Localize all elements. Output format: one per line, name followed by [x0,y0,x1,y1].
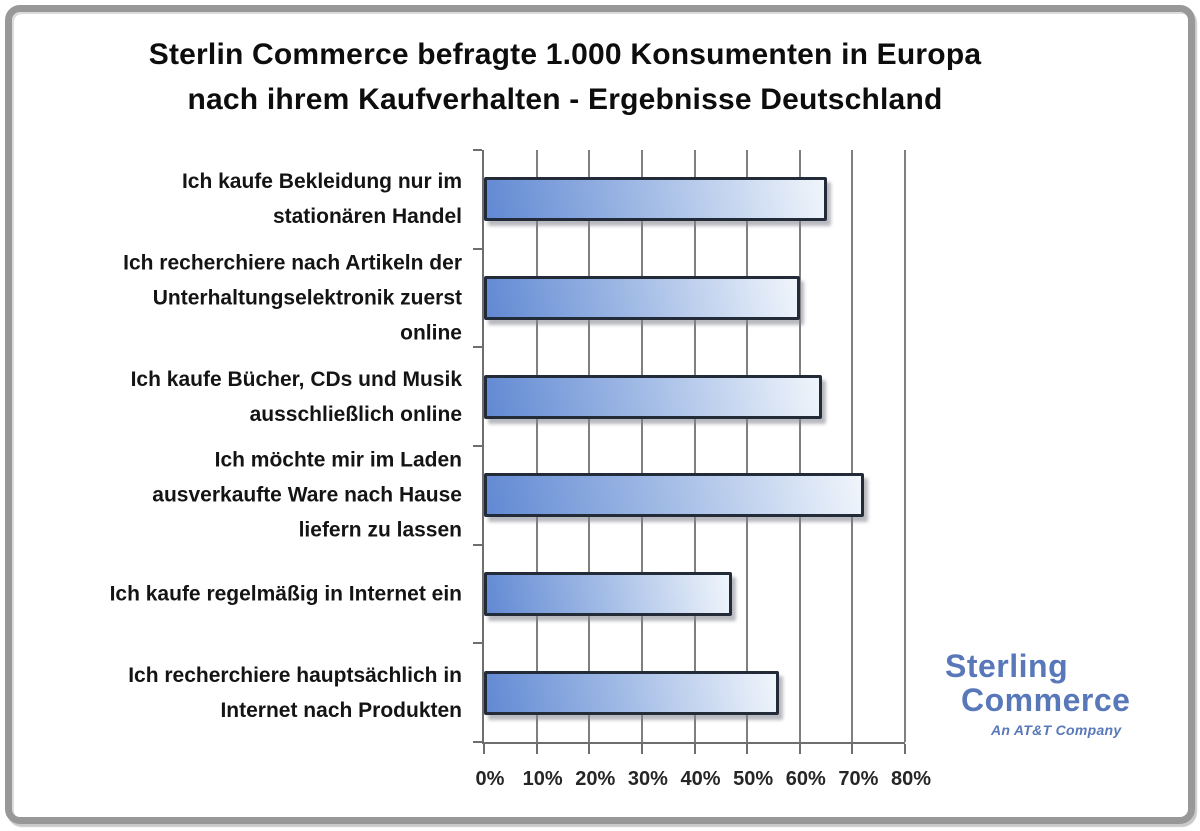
category-label-line: Ich recherchiere hauptsächlich in [128,663,462,687]
logo-tagline: An AT&T Company [991,721,1122,738]
bar [484,670,780,715]
gridline [640,150,643,742]
x-axis-tick [483,744,485,754]
y-axis-tick [473,346,482,349]
x-axis-tick-labels: 0% 10% 20% 30% 40% 50% 60% 70% 80% [476,768,931,798]
x-axis-label: 20% [575,768,616,790]
y-axis-tick [473,247,482,250]
category-label-line: Ich kaufe Bücher, CDs und Musik [130,367,462,391]
gridline [904,150,906,742]
bar [484,276,801,320]
x-axis-tick [588,744,591,754]
x-axis-label: 70% [838,768,879,790]
x-axis-tick [746,744,749,754]
gridline [851,150,854,742]
x-axis-tick [798,744,801,754]
x-axis-label: 50% [733,768,774,790]
category-label-line: Ich recherchiere nach Artikeln der [123,251,462,275]
category-label-line: liefern zu lassen [298,518,462,542]
gridline [798,150,801,742]
x-axis-label: 40% [680,768,721,790]
y-axis-tick [473,741,482,743]
category-label-line: ausverkaufte Ware nach Hause [152,483,462,507]
category-label: Ich möchte mir im Laden ausverkaufte Ware… [50,443,462,548]
y-axis-tick [473,642,482,645]
category-label: Ich recherchiere hauptsächlich in Interne… [50,658,462,728]
logo-word-commerce: Commerce [961,681,1131,718]
bar [484,572,733,616]
x-axis-tick [904,744,906,754]
gridline [588,150,591,742]
category-label-line: ausschließlich online [249,402,462,426]
logo-word-sterling: Sterling [945,648,1069,684]
category-label-line: online [400,321,462,345]
x-axis-label: 80% [890,768,932,790]
gridline [693,150,696,742]
bar [484,473,864,518]
x-axis-tick [851,744,854,754]
category-label-line: Ich kaufe regelmäßig in Internet ein [109,582,462,606]
y-axis-tick [473,445,482,447]
chart-title-line-2: nach ihrem Kaufverhalten - Ergebnisse De… [187,83,943,116]
gridline [535,150,538,742]
category-label-line: Unterhaltungselektronik zuerst [152,286,462,310]
x-axis-label: 10% [522,768,563,790]
category-label: Ich kaufe regelmäßig in Internet ein [50,577,462,612]
category-label: Ich kaufe Bekleidung nur im stationären H… [50,164,462,234]
sterling-commerce-logo: Sterling Commerce An AT&T Company [935,648,1155,738]
category-label: Ich kaufe Bücher, CDs und Musik ausschlie… [50,362,462,432]
x-axis-tick [693,744,696,754]
x-axis-tick [640,744,643,754]
category-label-line: Ich kaufe Bekleidung nur im [181,170,462,194]
x-axis-label: 60% [785,768,826,790]
category-label: Ich recherchiere nach Artikeln der Unterh… [50,246,462,351]
chart-title-line-1: Sterlin Commerce befragte 1.000 Konsumen… [148,38,982,71]
plot-area [473,149,906,754]
category-label-line: stationären Handel [272,205,462,229]
y-axis-tick [473,543,482,546]
bar [484,177,827,222]
x-axis-label: 0% [475,768,505,790]
category-label-line: Internet nach Produkten [220,698,462,722]
gridline [746,150,749,742]
chart-title: Sterlin Commerce befragte 1.000 Konsumen… [30,32,1100,122]
y-axis-tick [473,149,482,151]
x-axis-tick [535,744,538,754]
x-axis-label: 30% [627,768,668,790]
bar [484,374,822,419]
category-label-line: Ich möchte mir im Laden [214,448,462,472]
